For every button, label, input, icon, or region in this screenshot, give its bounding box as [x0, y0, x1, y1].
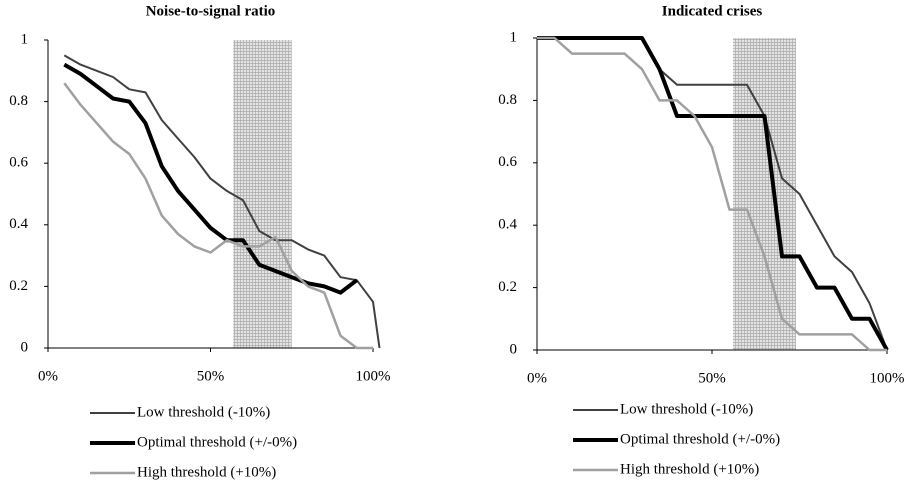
x-tick-label: 50%	[698, 370, 726, 386]
chart-title: Indicated crises	[662, 3, 763, 19]
shaded-region	[733, 38, 796, 350]
series-line	[537, 36, 887, 352]
x-tick-label: 50%	[197, 368, 225, 384]
legend-label: Optimal threshold (+/-0%)	[137, 434, 297, 450]
x-tick-label: 100%	[356, 368, 391, 384]
y-tick-label: 0.6	[9, 155, 28, 171]
legend-label: High threshold (+10%)	[620, 461, 759, 477]
y-tick-label: 0.2	[9, 278, 28, 294]
y-tick-label: 0.6	[498, 154, 517, 170]
series-line	[63, 62, 359, 295]
y-tick-label: 0	[21, 339, 29, 355]
series-line	[63, 82, 373, 350]
y-tick-label: 0.8	[498, 92, 517, 108]
shaded-region	[233, 40, 292, 348]
y-tick-label: 0.4	[498, 217, 517, 233]
y-tick-label: 0	[510, 341, 518, 357]
y-tick-label: 0.2	[498, 279, 517, 295]
legend-label: Low threshold (-10%)	[137, 404, 270, 420]
y-tick-label: 1	[21, 31, 29, 47]
y-tick-label: 1	[510, 29, 518, 45]
series-line	[537, 37, 888, 351]
legend-label: High threshold (+10%)	[137, 464, 276, 480]
y-tick-label: 0.4	[9, 216, 28, 232]
series-line	[63, 54, 381, 349]
y-tick-label: 0.8	[9, 93, 28, 109]
x-tick-label: 0%	[527, 370, 547, 386]
x-tick-label: 100%	[870, 370, 905, 386]
legend-label: Low threshold (-10%)	[620, 401, 753, 417]
series-line	[537, 36, 889, 351]
x-tick-label: 0%	[38, 368, 58, 384]
legend-label: Optimal threshold (+/-0%)	[620, 431, 780, 447]
chart-title: Noise-to-signal ratio	[146, 3, 276, 19]
